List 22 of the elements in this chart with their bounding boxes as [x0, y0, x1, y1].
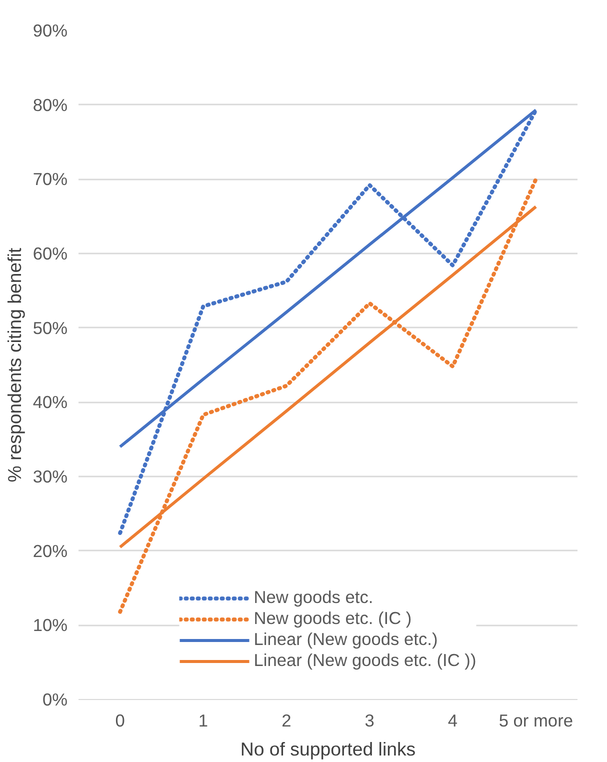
y-tick-label: 70%	[32, 169, 68, 190]
y-tick-label: 60%	[32, 244, 68, 264]
legend-label: Linear (New goods etc. (IC ))	[254, 650, 476, 671]
legend-label: New goods etc.	[254, 587, 374, 608]
legend-label: New goods etc. (IC )	[254, 608, 412, 629]
y-tick-label: 30%	[32, 466, 68, 486]
x-axis-title: No of supported links	[240, 738, 416, 760]
y-axis-title: % respondents citing benefit	[4, 246, 25, 482]
legend-label: Linear (New goods etc.)	[254, 629, 438, 650]
y-tick-label: 50%	[32, 318, 68, 338]
y-tick-label: 0%	[42, 690, 68, 710]
y-tick-label: 80%	[32, 94, 68, 115]
y-tick-label: 40%	[32, 392, 68, 412]
x-tick-label: 0	[115, 710, 125, 730]
x-tick-label: 4	[448, 710, 458, 730]
x-tick-label: 1	[198, 710, 208, 730]
x-tick-label: 5 or more	[498, 710, 573, 730]
y-tick-label: 10%	[32, 615, 68, 636]
y-tick-label: 20%	[32, 540, 68, 561]
x-tick-label: 3	[364, 710, 374, 730]
x-tick-label: 2	[282, 710, 292, 730]
y-tick-label: 90%	[32, 20, 68, 40]
